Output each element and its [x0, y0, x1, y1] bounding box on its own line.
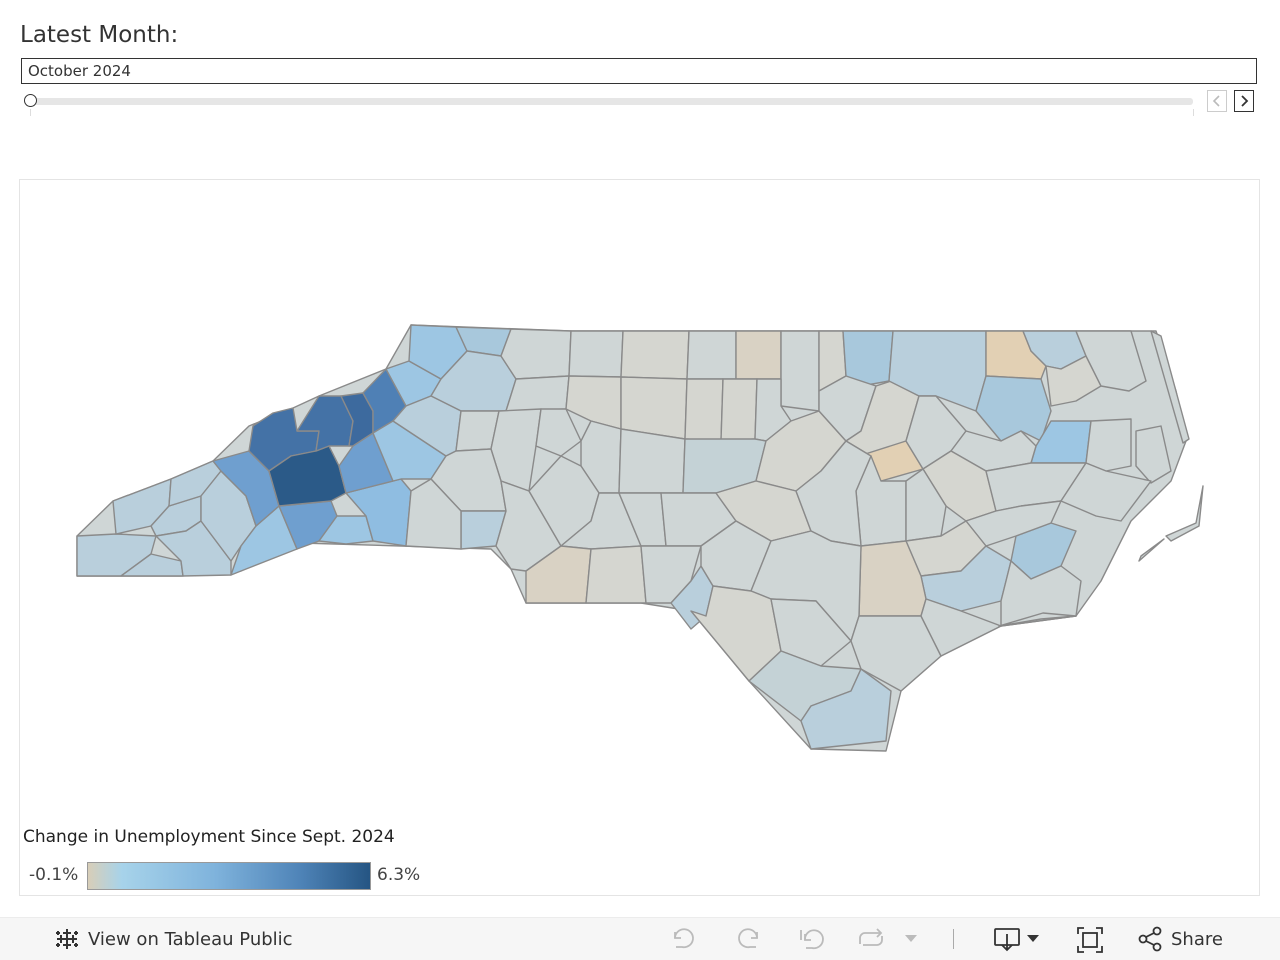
previous-month-button[interactable] — [1207, 90, 1227, 112]
share-button[interactable]: Share — [1137, 926, 1223, 952]
view-on-tableau-public-label: View on Tableau Public — [88, 928, 293, 950]
legend-max-label: 6.3% — [377, 865, 421, 885]
county[interactable] — [500, 328, 572, 380]
undo-icon — [674, 928, 694, 949]
county[interactable] — [1060, 462, 1152, 522]
map-panel — [19, 179, 1260, 896]
download-icon — [994, 928, 1039, 952]
chevron-left-icon — [1212, 95, 1220, 107]
share-label: Share — [1171, 928, 1223, 950]
county[interactable] — [1135, 425, 1172, 484]
county[interactable] — [770, 598, 852, 667]
revert-icon — [800, 929, 824, 950]
month-slider-track[interactable] — [29, 98, 1193, 105]
revert-button[interactable] — [797, 926, 827, 952]
outer-banks — [998, 612, 1077, 627]
outer-banks — [1165, 485, 1204, 542]
view-on-tableau-public-link[interactable]: View on Tableau Public — [54, 926, 293, 952]
month-slider-thumb[interactable] — [24, 94, 37, 107]
chevron-right-icon — [1241, 95, 1249, 107]
slider-tick — [30, 109, 31, 116]
dropdown-arrow-icon — [905, 935, 917, 942]
next-month-button[interactable] — [1234, 90, 1254, 112]
tableau-logo-icon — [56, 929, 78, 949]
county[interactable] — [155, 520, 232, 577]
redo-icon — [738, 928, 758, 949]
county[interactable] — [568, 330, 624, 378]
county[interactable] — [686, 330, 737, 380]
refresh-menu-button[interactable] — [904, 934, 918, 944]
county[interactable] — [684, 378, 724, 442]
county[interactable] — [720, 378, 758, 442]
filter-title: Latest Month: — [20, 22, 179, 48]
county[interactable] — [620, 330, 690, 380]
county[interactable] — [618, 428, 686, 494]
refresh-icon — [859, 928, 883, 946]
county[interactable] — [620, 376, 688, 440]
legend-title: Change in Unemployment Since Sept. 2024 — [23, 827, 395, 847]
download-button[interactable] — [993, 926, 1041, 952]
county[interactable] — [780, 330, 820, 412]
county[interactable] — [920, 598, 1002, 657]
legend-color-ramp — [87, 862, 371, 890]
redo-button[interactable] — [734, 926, 762, 952]
outer-banks — [1138, 538, 1165, 562]
county[interactable] — [735, 330, 782, 380]
outer-banks — [1150, 330, 1190, 444]
county[interactable] — [1075, 330, 1147, 392]
legend-min-label: -0.1% — [29, 865, 79, 885]
county[interactable] — [842, 330, 894, 387]
undo-button[interactable] — [670, 926, 698, 952]
tableau-toolbar: View on Tableau Public — [0, 917, 1280, 960]
month-select-value: October 2024 — [28, 62, 131, 80]
fullscreen-button[interactable] — [1076, 926, 1104, 954]
county[interactable] — [505, 375, 570, 412]
toolbar-separator — [953, 929, 954, 949]
county[interactable] — [800, 668, 892, 750]
share-icon — [1138, 926, 1162, 952]
county[interactable] — [1000, 560, 1082, 627]
county[interactable] — [905, 468, 947, 542]
fullscreen-icon — [1077, 927, 1103, 953]
county[interactable] — [585, 545, 647, 604]
county[interactable] — [535, 408, 582, 457]
month-select[interactable]: October 2024 — [21, 58, 1257, 84]
nc-county-map — [76, 324, 1204, 752]
refresh-button[interactable] — [857, 926, 885, 952]
county[interactable] — [405, 478, 462, 550]
slider-tick — [1193, 109, 1194, 116]
county[interactable] — [1085, 418, 1132, 472]
